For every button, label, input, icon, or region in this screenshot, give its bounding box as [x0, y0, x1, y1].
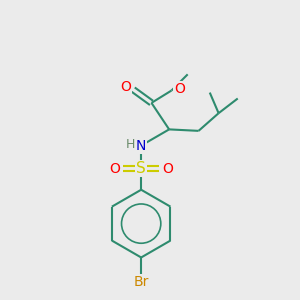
Text: Br: Br: [134, 274, 149, 289]
Text: O: O: [174, 82, 185, 96]
Text: S: S: [136, 161, 146, 176]
Text: O: O: [109, 161, 120, 176]
Text: O: O: [162, 161, 173, 176]
Text: H: H: [125, 139, 135, 152]
Text: O: O: [120, 80, 131, 94]
Text: N: N: [136, 139, 146, 153]
